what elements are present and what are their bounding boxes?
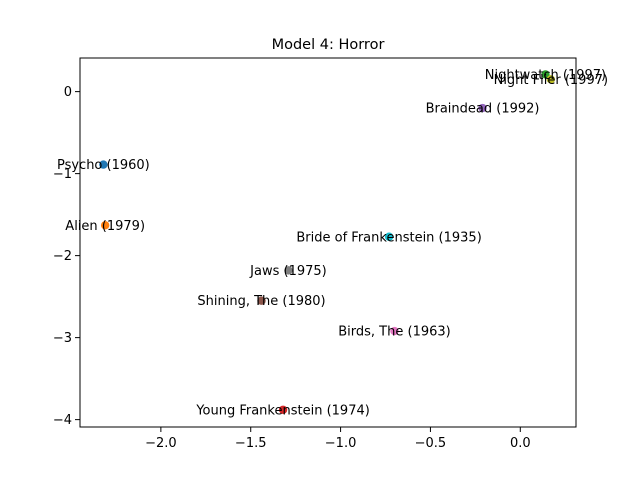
y-tick-label: −2 bbox=[53, 249, 72, 264]
y-tick-label: −3 bbox=[53, 331, 72, 346]
y-tick-label: −4 bbox=[53, 413, 72, 428]
point-label: Jaws (1975) bbox=[249, 264, 327, 279]
point-label: Psycho (1960) bbox=[57, 158, 150, 173]
x-tick-label: −1.5 bbox=[235, 436, 267, 451]
data-point bbox=[384, 232, 394, 241]
point-label: Braindead (1992) bbox=[426, 102, 540, 117]
point-label: Bride of Frankenstein (1935) bbox=[296, 230, 481, 245]
data-point bbox=[478, 103, 487, 113]
data-point bbox=[278, 405, 288, 414]
point-labels: Psycho (1960) Alien (1979) Nightwatch (199… bbox=[57, 68, 608, 418]
point-label: Nightwatch (1997) bbox=[485, 68, 606, 83]
data-point bbox=[390, 326, 399, 336]
data-point bbox=[541, 70, 550, 79]
y-tick-label: 0 bbox=[64, 85, 72, 100]
data-point bbox=[546, 75, 556, 84]
point-label: Alien (1979) bbox=[65, 219, 145, 234]
data-point bbox=[100, 221, 110, 230]
point-label: Night Flier (1997) bbox=[494, 73, 608, 88]
data-point bbox=[284, 266, 293, 275]
x-tick-label: −1.0 bbox=[325, 436, 357, 451]
y-axis: 0 −1 −2 −3 −4 bbox=[53, 85, 80, 428]
data-points bbox=[99, 70, 556, 414]
x-axis: −2.0 −1.5 −1.0 −0.5 0.0 bbox=[145, 427, 531, 451]
point-label: Young Frankenstein (1974) bbox=[195, 403, 370, 418]
x-tick-label: −0.5 bbox=[415, 436, 447, 451]
y-tick-label: −1 bbox=[53, 167, 72, 182]
data-point bbox=[257, 296, 266, 305]
data-point bbox=[99, 160, 108, 169]
x-tick-label: 0.0 bbox=[510, 436, 531, 451]
x-tick-label: −2.0 bbox=[145, 436, 177, 451]
point-label: Shining, The (1980) bbox=[197, 294, 325, 309]
chart-title: Model 4: Horror bbox=[272, 37, 385, 53]
plot-frame bbox=[79, 57, 577, 428]
point-label: Birds, The (1963) bbox=[338, 325, 450, 340]
